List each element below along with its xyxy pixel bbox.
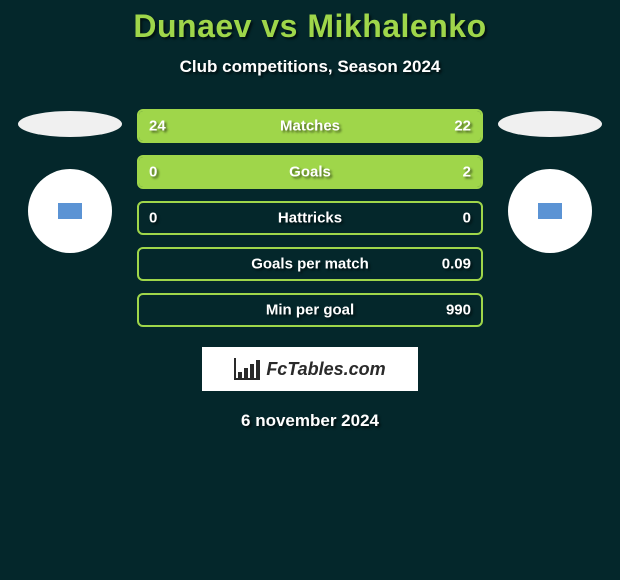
stat-value-right: 990	[446, 302, 471, 319]
stat-value-right: 0	[463, 210, 471, 227]
stat-label: Min per goal	[266, 302, 354, 319]
stat-value-left: 0	[149, 210, 157, 227]
comparison-row: 24 Matches 22 0 Goals 2 0 Hattricks 0 Goals per m…	[0, 109, 620, 327]
stat-label: Matches	[280, 118, 340, 135]
stat-label: Goals	[289, 164, 331, 181]
date-label: 6 november 2024	[0, 411, 620, 431]
stat-row: 0 Goals 2	[137, 155, 483, 189]
flag-left-icon	[18, 111, 122, 137]
avatar-placeholder-icon	[58, 203, 82, 219]
bar-chart-icon	[234, 358, 260, 380]
stat-row: Min per goal 990	[137, 293, 483, 327]
stat-value-right: 22	[454, 118, 471, 135]
stat-value-left: 0	[149, 164, 157, 181]
stat-value-right: 2	[463, 164, 471, 181]
stat-label: Goals per match	[251, 256, 369, 273]
branding-box[interactable]: FcTables.com	[202, 347, 418, 391]
comparison-widget: Dunaev vs Mikhalenko Club competitions, …	[0, 0, 620, 431]
stat-label: Hattricks	[278, 210, 342, 227]
page-title: Dunaev vs Mikhalenko	[0, 8, 620, 45]
stats-column: 24 Matches 22 0 Goals 2 0 Hattricks 0 Goals per m…	[137, 109, 483, 327]
stat-row: 0 Hattricks 0	[137, 201, 483, 235]
stat-row: Goals per match 0.09	[137, 247, 483, 281]
stat-row: 24 Matches 22	[137, 109, 483, 143]
flag-right-icon	[498, 111, 602, 137]
avatar-left	[28, 169, 112, 253]
avatar-placeholder-icon	[538, 203, 562, 219]
stat-value-left: 24	[149, 118, 166, 135]
page-subtitle: Club competitions, Season 2024	[0, 57, 620, 77]
player-right-column	[495, 109, 605, 253]
stat-value-right: 0.09	[442, 256, 471, 273]
player-left-column	[15, 109, 125, 253]
avatar-right	[508, 169, 592, 253]
branding-text: FcTables.com	[266, 359, 385, 380]
